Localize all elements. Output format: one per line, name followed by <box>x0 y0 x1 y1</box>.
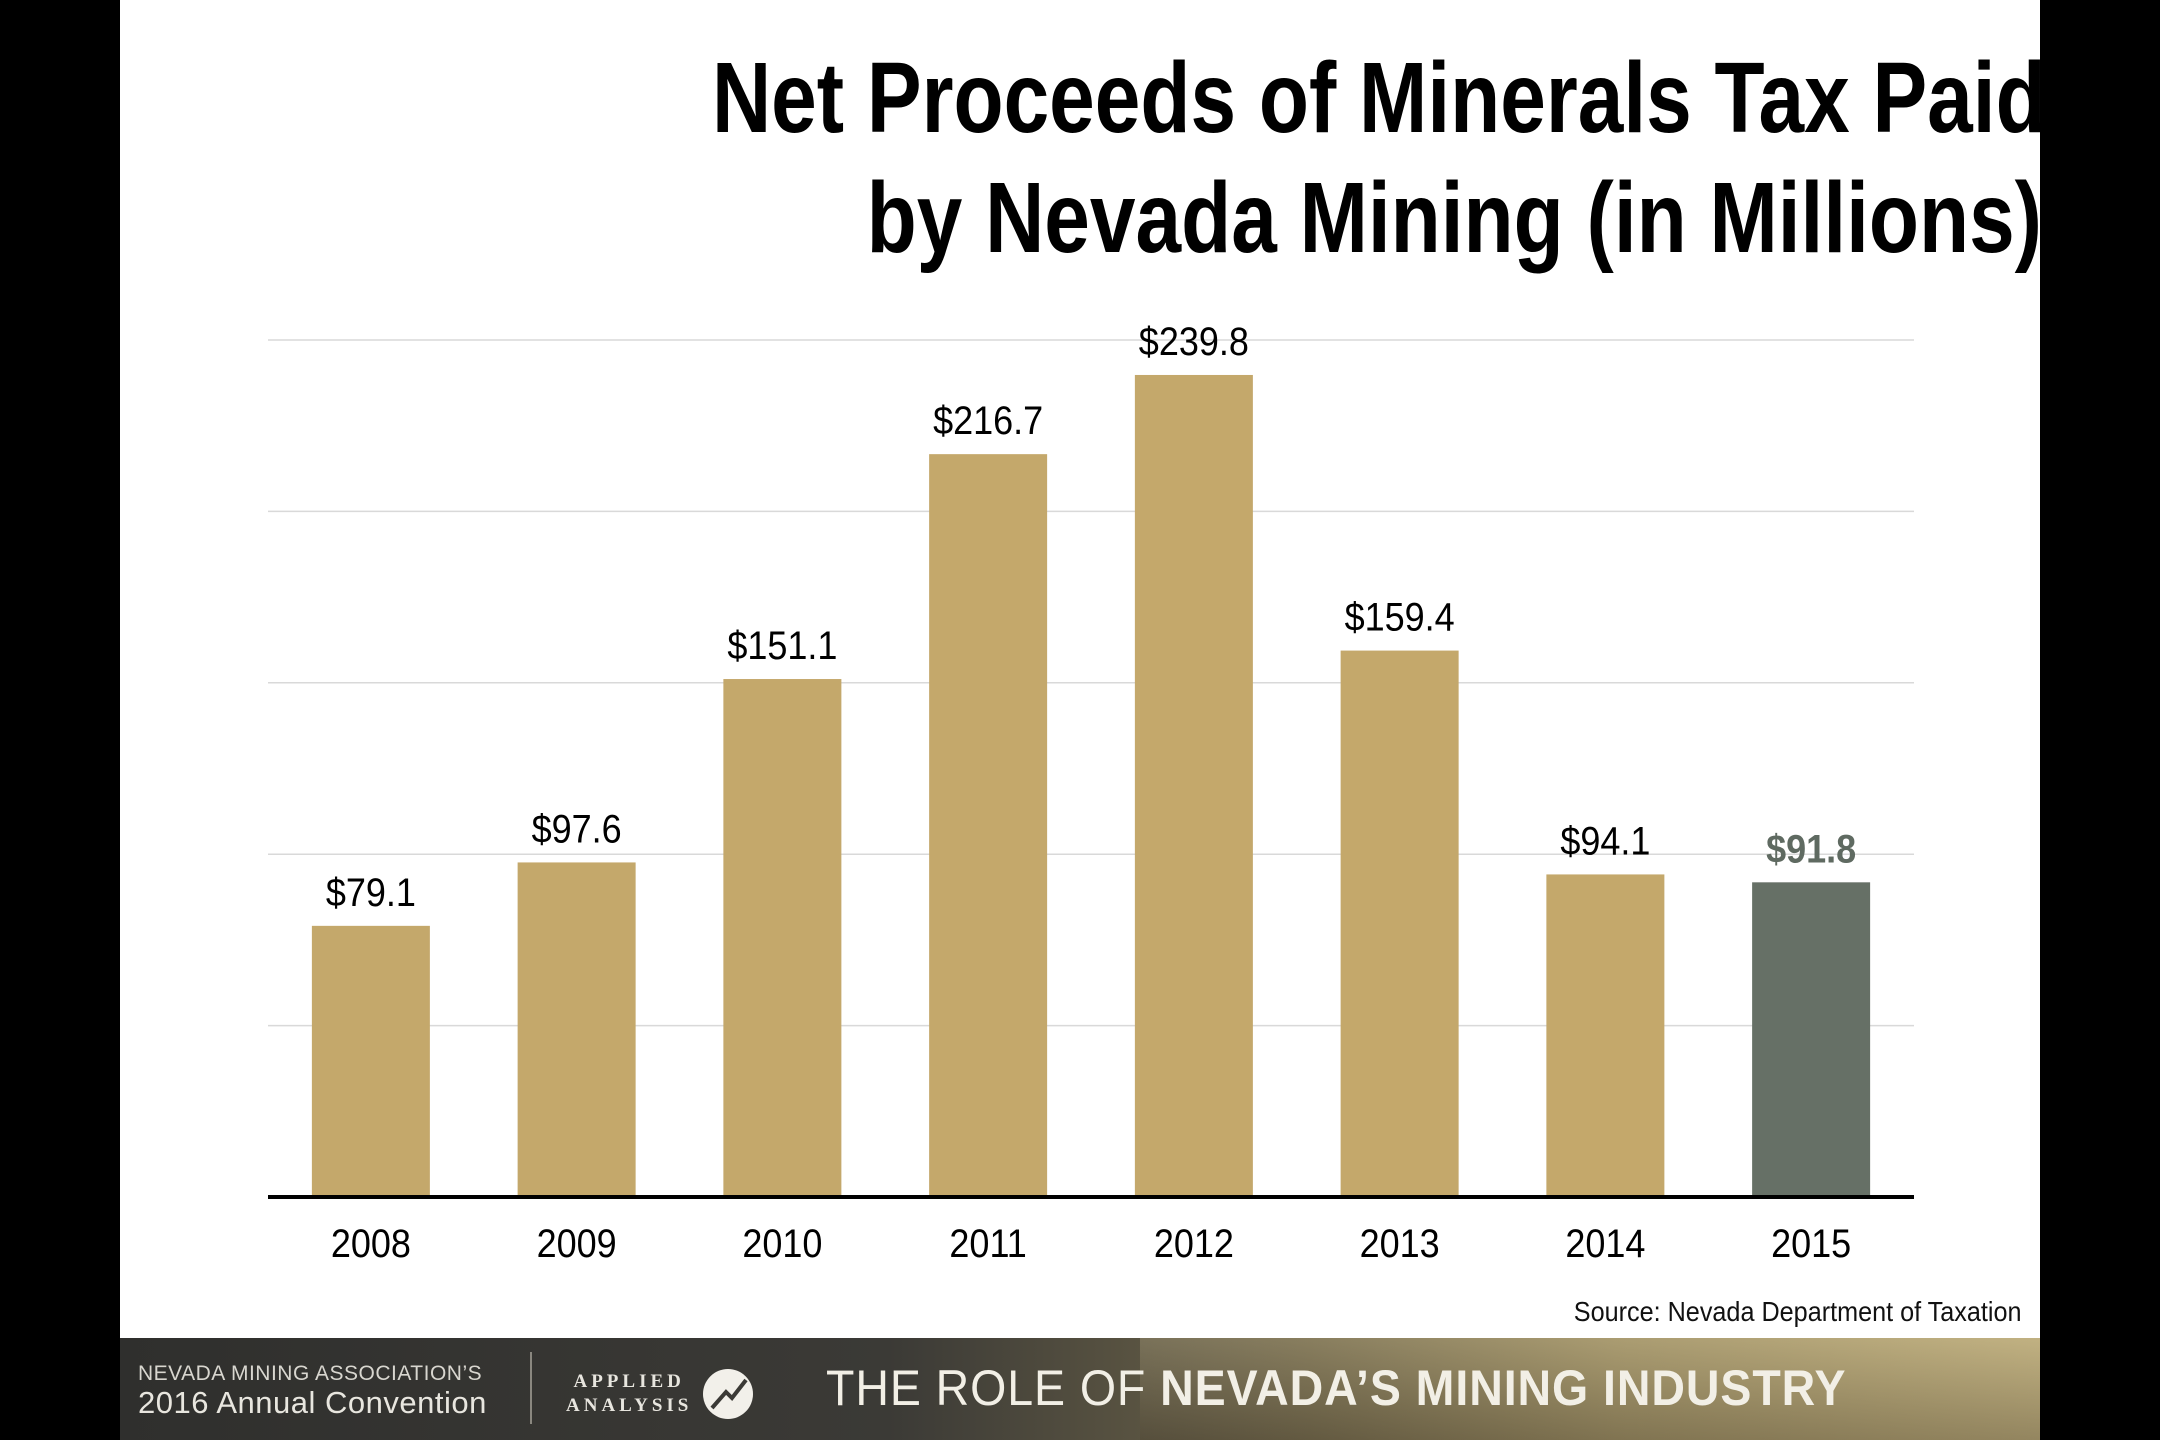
x-tick-label-2015: 2015 <box>1771 1222 1851 1266</box>
footer-divider <box>530 1352 532 1424</box>
bar-2015 <box>1752 882 1871 1197</box>
bar-2014 <box>1546 874 1665 1197</box>
footer-tagline: THE ROLE OF NEVADA’S MINING INDUSTRY <box>826 1358 1846 1418</box>
association-block: NEVADA MINING ASSOCIATION’S 2016 Annual … <box>138 1362 487 1420</box>
applied-analysis-logo-line-1: APPLIED <box>573 1371 685 1392</box>
value-label-2014: $94.1 <box>1560 820 1650 864</box>
bar-2012 <box>1134 374 1253 1198</box>
applied-analysis-logo-icon <box>703 1369 753 1419</box>
association-name: NEVADA MINING ASSOCIATION’S <box>138 1362 483 1385</box>
footer-tagline-prefix: THE ROLE OF <box>826 1360 1161 1416</box>
x-tick-label-2011: 2011 <box>949 1222 1026 1266</box>
slide: Net Proceeds of Minerals Tax Paid by Nev… <box>120 0 2040 1440</box>
footer-tagline-emphasis: NEVADA’S MINING INDUSTRY <box>1160 1360 1847 1416</box>
applied-analysis-logo-line-2: ANALYSIS <box>566 1395 693 1416</box>
value-label-2011: $216.7 <box>933 399 1043 443</box>
value-label-2009: $97.6 <box>532 808 622 852</box>
x-tick-label-2010: 2010 <box>742 1222 822 1266</box>
x-tick-label-2013: 2013 <box>1360 1222 1440 1266</box>
footer-banner: NEVADA MINING ASSOCIATION’S 2016 Annual … <box>120 1338 2040 1440</box>
chart-title-line-1: Net Proceeds of Minerals Tax Paid <box>711 42 2040 154</box>
gridlines <box>268 339 1914 1027</box>
x-tick-label-2009: 2009 <box>537 1222 617 1266</box>
x-axis-tick-labels: 2008 2009 2010 2011 2012 2013 2014 2015 <box>331 1222 1851 1266</box>
x-tick-label-2012: 2012 <box>1154 1222 1234 1266</box>
value-label-2013: $159.4 <box>1345 596 1455 640</box>
bar-2009 <box>517 862 636 1197</box>
applied-analysis-logo: APPLIED ANALYSIS <box>566 1370 692 1418</box>
chart-title: Net Proceeds of Minerals Tax Paid by Nev… <box>712 38 2040 278</box>
source-note: Source: Nevada Department of Taxation <box>1574 1296 2022 1327</box>
chart-title-line-2: by Nevada Mining (in Millions) <box>866 162 2040 274</box>
bar-2011 <box>929 454 1048 1197</box>
value-label-2012: $239.8 <box>1139 320 1249 364</box>
x-tick-label-2008: 2008 <box>331 1222 411 1266</box>
bar-chart: $79.1 $97.6 $151.1 $216.7 $239.8 $159.4 $94.1 $… <box>268 320 1914 1266</box>
bar-2010 <box>723 679 842 1197</box>
value-label-2015: $91.8 <box>1766 828 1856 872</box>
x-tick-label-2014: 2014 <box>1565 1222 1645 1266</box>
bar-2008 <box>311 925 430 1197</box>
footer-landscape-overlay <box>1140 1338 2040 1440</box>
convention-name: 2016 Annual Convention <box>138 1385 487 1420</box>
bars <box>311 374 1871 1198</box>
bar-2013 <box>1340 650 1459 1197</box>
value-label-2010: $151.1 <box>727 624 837 668</box>
value-label-2008: $79.1 <box>326 871 416 915</box>
value-labels: $79.1 $97.6 $151.1 $216.7 $239.8 $159.4 $94.1 $… <box>326 320 1856 915</box>
